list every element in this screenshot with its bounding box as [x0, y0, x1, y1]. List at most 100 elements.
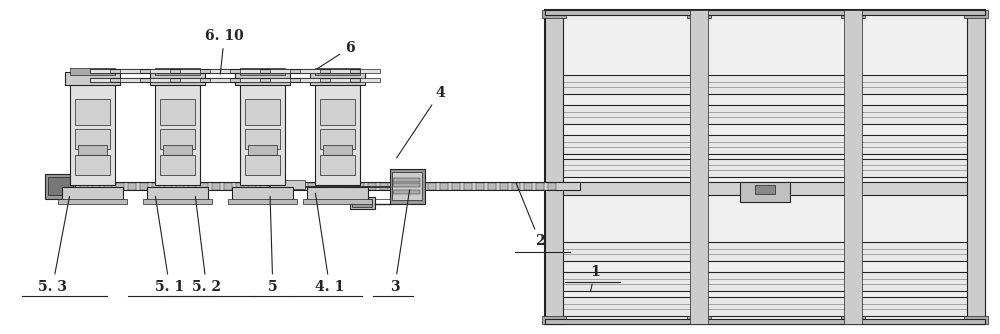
Bar — [464, 183, 472, 190]
Bar — [356, 183, 364, 190]
Bar — [330, 78, 350, 82]
Bar — [555, 297, 975, 316]
Bar — [360, 78, 380, 82]
Bar — [163, 145, 192, 155]
Bar — [844, 10, 862, 324]
Text: 6. 10: 6. 10 — [205, 29, 244, 74]
Bar — [320, 99, 355, 125]
Bar — [224, 183, 232, 190]
Text: 2: 2 — [516, 183, 545, 248]
Bar — [270, 180, 305, 189]
Bar — [392, 183, 400, 190]
Bar — [308, 183, 316, 190]
Bar — [452, 183, 460, 190]
Bar — [210, 78, 230, 82]
Bar — [550, 182, 980, 195]
Bar — [542, 10, 566, 18]
Text: 5. 2: 5. 2 — [192, 196, 221, 294]
Bar — [128, 183, 136, 190]
Bar — [228, 199, 297, 204]
Bar — [245, 99, 280, 125]
Bar — [240, 69, 260, 73]
Bar — [260, 183, 268, 190]
Bar — [315, 68, 360, 75]
Bar — [555, 242, 975, 261]
Text: 5: 5 — [268, 196, 278, 294]
Text: 5. 1: 5. 1 — [155, 196, 184, 294]
Bar — [390, 169, 425, 204]
Bar — [75, 129, 110, 149]
Bar — [240, 68, 285, 75]
Bar — [140, 183, 148, 190]
Bar — [555, 272, 975, 291]
Bar — [368, 183, 376, 190]
Bar — [232, 187, 293, 200]
Bar — [152, 183, 160, 190]
Bar — [555, 105, 975, 124]
Bar — [200, 183, 208, 190]
Bar — [332, 183, 340, 190]
Bar — [90, 69, 360, 73]
Bar — [75, 155, 110, 175]
Bar — [116, 183, 124, 190]
Bar — [330, 69, 350, 73]
Bar — [687, 10, 711, 18]
Bar — [967, 10, 985, 324]
Bar — [964, 10, 988, 18]
Bar — [272, 183, 280, 190]
Bar — [248, 145, 277, 155]
Bar — [404, 183, 412, 190]
Bar — [160, 99, 195, 125]
Bar — [320, 155, 355, 175]
Bar — [104, 183, 112, 190]
Bar — [80, 183, 88, 190]
Bar — [245, 155, 280, 175]
Bar — [45, 174, 75, 199]
Text: 1: 1 — [590, 265, 600, 291]
Bar — [150, 72, 205, 85]
Bar — [555, 135, 975, 154]
Bar — [90, 78, 110, 82]
Bar — [488, 183, 496, 190]
Bar — [428, 183, 436, 190]
Bar — [555, 159, 975, 177]
Bar — [542, 316, 566, 324]
Bar — [155, 68, 200, 75]
Bar — [393, 178, 420, 182]
Bar — [300, 69, 320, 73]
Bar — [70, 68, 115, 75]
Bar — [180, 69, 200, 73]
Bar — [270, 78, 290, 82]
Bar — [440, 183, 448, 190]
Bar — [150, 78, 170, 82]
Bar — [58, 199, 127, 204]
Bar — [143, 199, 212, 204]
Bar — [512, 183, 520, 190]
Text: 5. 3: 5. 3 — [38, 196, 69, 294]
Bar — [240, 78, 285, 185]
Bar — [320, 183, 328, 190]
Bar — [176, 183, 184, 190]
Bar — [270, 69, 290, 73]
Bar — [323, 145, 352, 155]
Bar — [70, 78, 115, 185]
Bar — [310, 72, 365, 85]
Bar — [160, 155, 195, 175]
Bar — [160, 129, 195, 149]
Bar — [248, 183, 256, 190]
Text: 6: 6 — [317, 41, 355, 69]
Text: 4. 1: 4. 1 — [315, 193, 344, 294]
Bar — [70, 182, 580, 190]
Bar — [284, 183, 292, 190]
Bar — [841, 316, 865, 324]
Bar — [755, 185, 775, 194]
Bar — [350, 197, 375, 209]
Text: 3: 3 — [390, 190, 410, 294]
Bar — [536, 183, 544, 190]
Bar — [180, 78, 200, 82]
Bar — [188, 183, 196, 190]
Bar — [500, 183, 508, 190]
Bar — [62, 187, 123, 200]
Bar — [75, 99, 110, 125]
Bar — [690, 10, 708, 324]
